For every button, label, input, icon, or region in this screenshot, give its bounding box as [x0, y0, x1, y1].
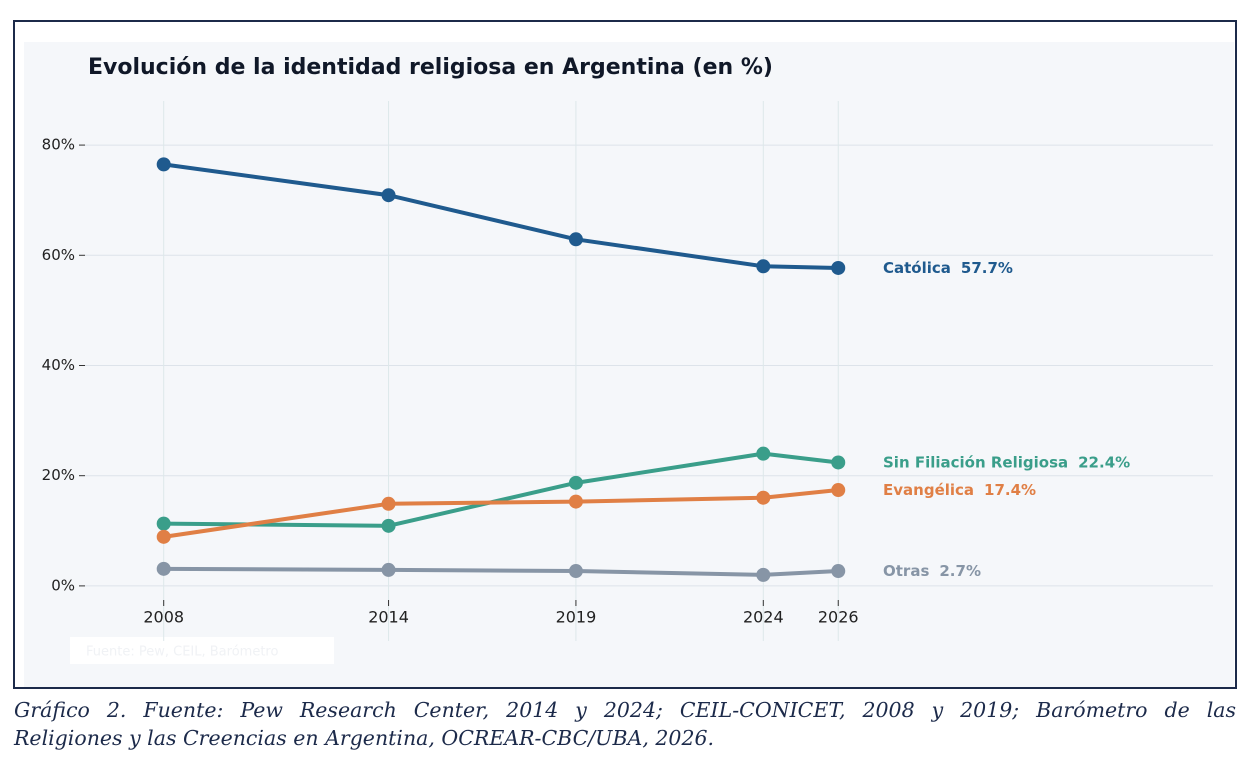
- marker: [156, 529, 171, 544]
- marker: [381, 496, 396, 511]
- x-tick-label: 2024: [743, 608, 784, 627]
- y-tick-label: 60%: [42, 246, 75, 264]
- marker: [756, 567, 771, 582]
- series-end-label: Sin Filiación Religiosa 22.4%: [883, 453, 1130, 471]
- legend-name: Evangélica: [883, 481, 974, 499]
- marker: [568, 494, 583, 509]
- caption: Gráfico 2. Fuente: Pew Research Center, …: [14, 696, 1236, 752]
- series-end-label: Católica 57.7%: [883, 258, 1013, 276]
- marker: [831, 260, 846, 275]
- series-end-label: Evangélica 17.4%: [883, 481, 1036, 499]
- x-tick-label: 2014: [368, 608, 409, 627]
- marker: [831, 455, 846, 470]
- series-end-label: Otras 2.7%: [883, 562, 981, 580]
- legend-name: Otras: [883, 562, 929, 580]
- y-tick-label: 80%: [42, 136, 75, 154]
- x-tick-label: 2026: [818, 608, 859, 627]
- marker: [831, 483, 846, 498]
- marker: [756, 259, 771, 274]
- marker: [756, 490, 771, 505]
- marker: [156, 561, 171, 576]
- marker: [381, 518, 396, 533]
- value-label: 57.7%: [961, 258, 1013, 276]
- legend-name: Católica: [883, 258, 951, 276]
- value-label: 17.4%: [984, 481, 1036, 499]
- value-label: 2.7%: [939, 562, 981, 580]
- x-tick-label: 2008: [143, 608, 184, 627]
- y-tick-label: 20%: [42, 466, 75, 484]
- chart: Evolución de la identidad religiosa en A…: [24, 42, 1234, 687]
- x-tick-label: 2019: [556, 608, 597, 627]
- chart-title: Evolución de la identidad religiosa en A…: [88, 55, 773, 80]
- marker: [568, 475, 583, 490]
- marker: [156, 516, 171, 531]
- marker: [381, 562, 396, 577]
- marker: [756, 446, 771, 461]
- caption-line: Religiones y las Creencias en Argentina,…: [14, 726, 715, 750]
- marker: [568, 564, 583, 579]
- marker: [156, 157, 171, 172]
- caption-line: Gráfico 2. Fuente: Pew Research Center, …: [14, 698, 1236, 722]
- source-note-box: [70, 637, 334, 664]
- legend-name: Sin Filiación Religiosa: [883, 453, 1068, 471]
- source-note: Fuente: Pew, CEIL, Barómetro: [86, 645, 278, 660]
- y-tick-label: 0%: [51, 576, 75, 594]
- marker: [831, 564, 846, 579]
- value-label: 22.4%: [1078, 453, 1130, 471]
- marker: [568, 232, 583, 247]
- plot-panel: [24, 42, 1234, 687]
- y-tick-label: 40%: [42, 356, 75, 374]
- marker: [381, 188, 396, 203]
